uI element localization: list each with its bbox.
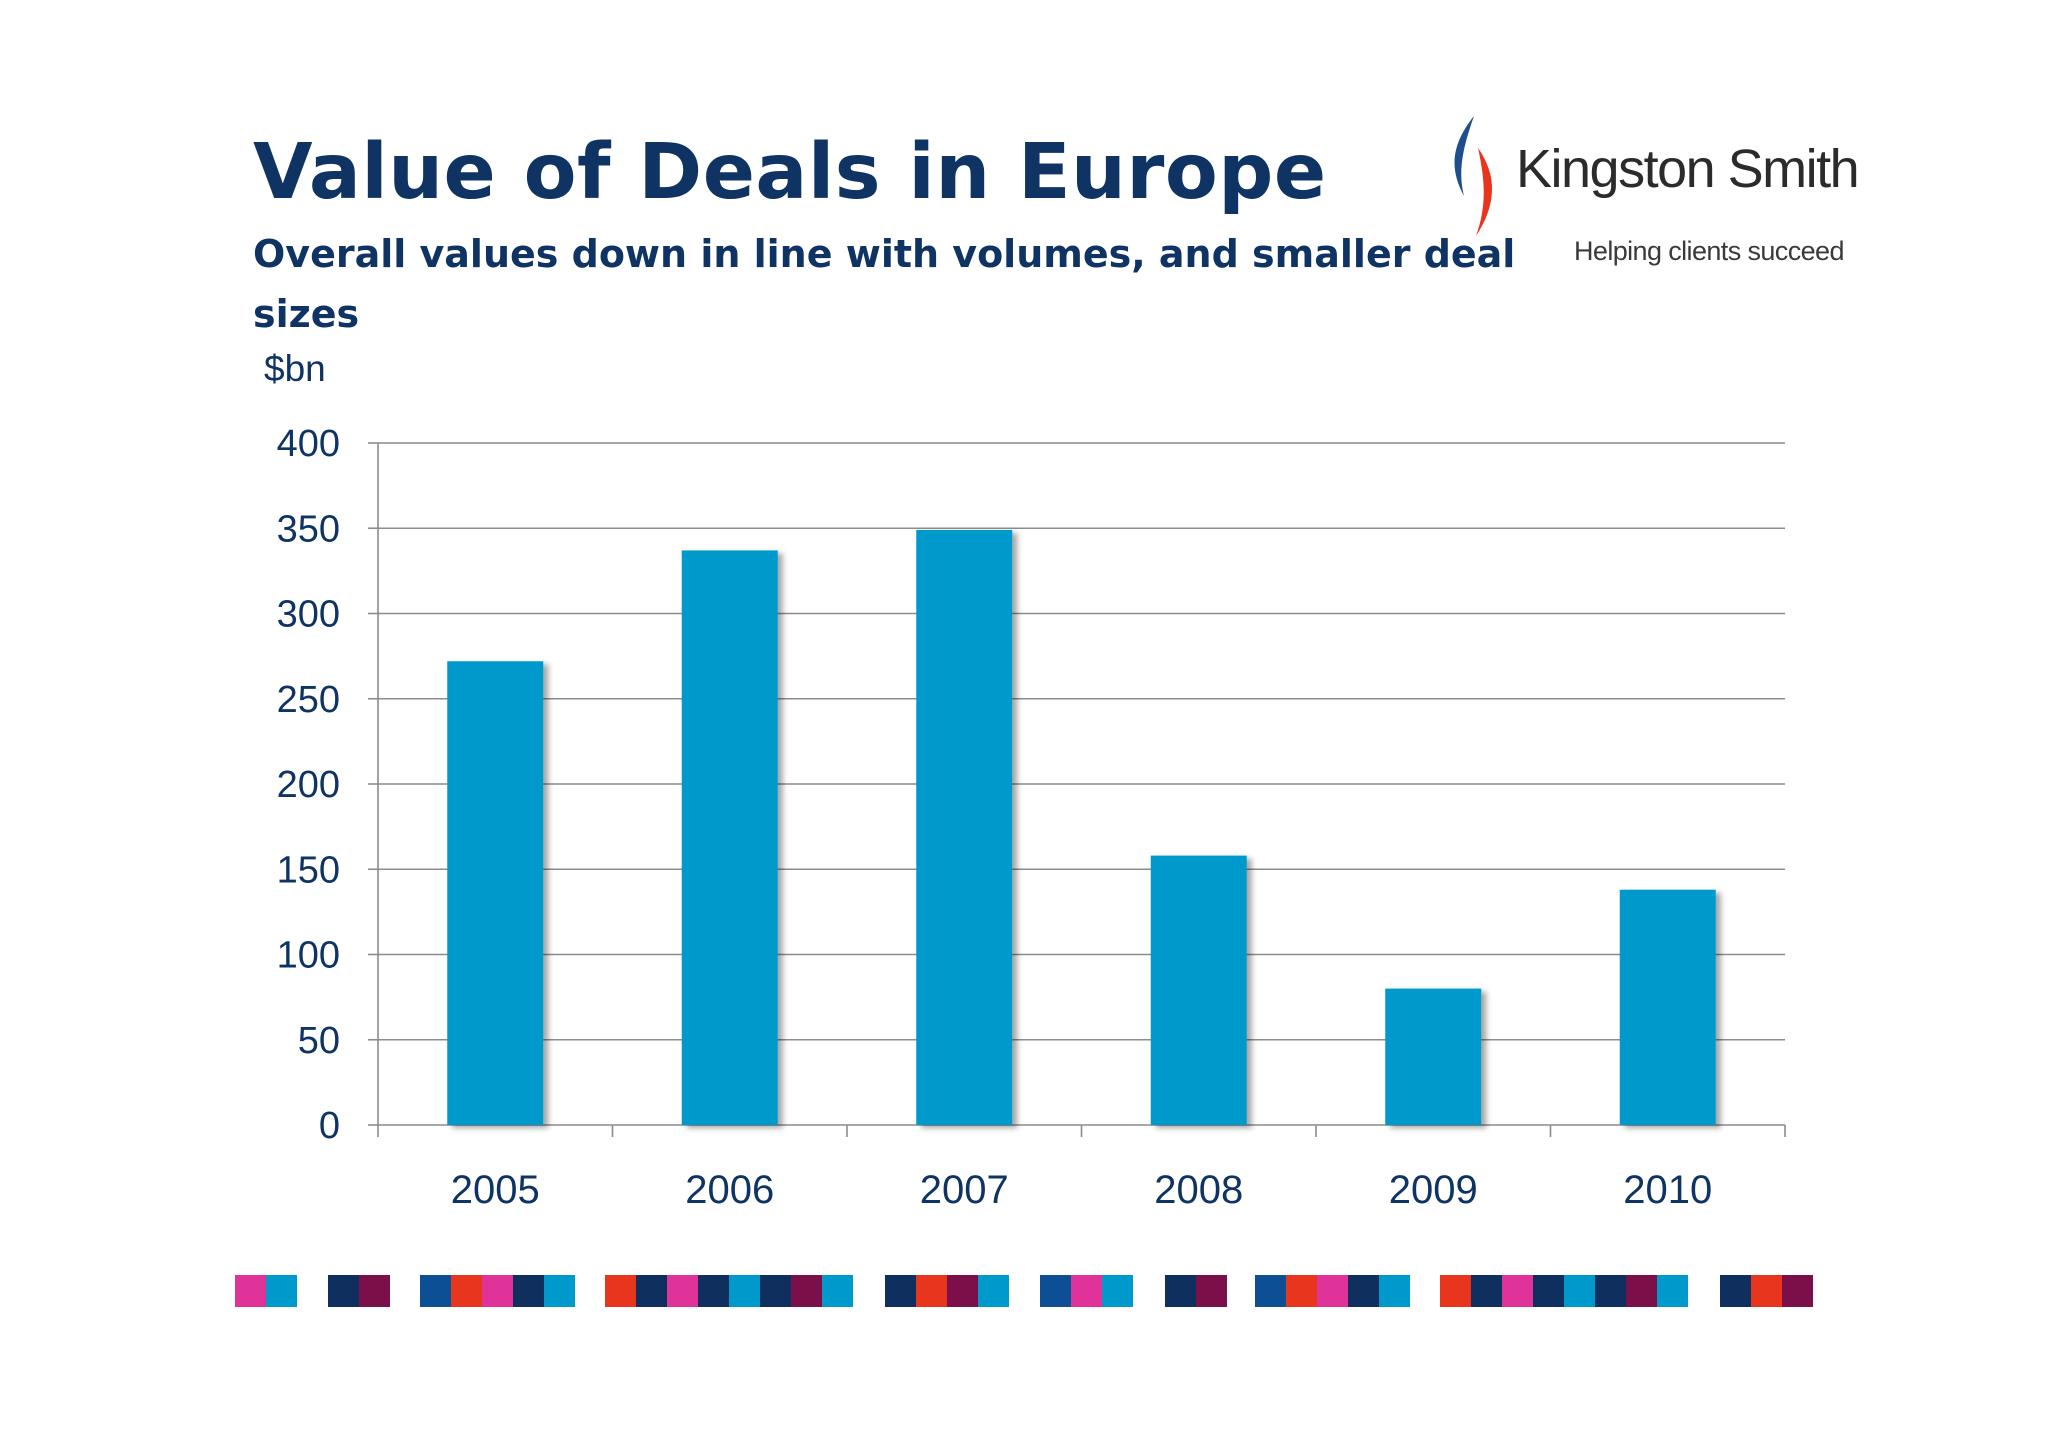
strip-block — [1071, 1275, 1102, 1307]
x-tick-label-2008: 2008 — [1154, 1168, 1243, 1212]
strip-block — [1533, 1275, 1564, 1307]
bar-2007 — [916, 529, 1013, 1125]
x-tick-label-2007: 2007 — [920, 1168, 1009, 1212]
strip-block — [482, 1275, 513, 1307]
strip-block — [1502, 1275, 1533, 1307]
strip-block — [605, 1275, 636, 1307]
strip-block — [667, 1275, 698, 1307]
strip-block — [1471, 1275, 1502, 1307]
strip-block — [760, 1275, 791, 1307]
strip-block — [1751, 1275, 1782, 1307]
y-tick-label-300: 300 — [277, 594, 340, 636]
bar-2008 — [1150, 855, 1247, 1125]
y-tick-label-400: 400 — [277, 423, 340, 465]
kingston-smith-logo: Kingston Smith Helping clients succeed — [1440, 112, 1860, 277]
strip-block — [1040, 1275, 1071, 1307]
strip-block — [791, 1275, 822, 1307]
strip-block — [1564, 1275, 1595, 1307]
strip-block — [513, 1275, 544, 1307]
strip-block — [328, 1275, 359, 1307]
x-tick-label-2010: 2010 — [1623, 1168, 1712, 1212]
strip-block — [1165, 1275, 1196, 1307]
logo-tagline: Helping clients succeed — [1574, 236, 1844, 266]
bar-chart: 0 50 100 150 200 250 300 350 400 2005 2006 2007 2008… — [277, 423, 1786, 1212]
y-tick-label-150: 150 — [277, 849, 340, 891]
y-axis-unit-label: $bn — [264, 348, 326, 389]
strip-block — [1348, 1275, 1379, 1307]
x-tick-label-2005: 2005 — [451, 1168, 540, 1212]
x-tick-label-2006: 2006 — [685, 1168, 774, 1212]
strip-block — [266, 1275, 297, 1307]
bar-2009 — [1385, 988, 1482, 1125]
y-tick-label-50: 50 — [298, 1020, 340, 1062]
strip-block — [1102, 1275, 1133, 1307]
strip-block — [916, 1275, 947, 1307]
y-tick-label-250: 250 — [277, 679, 340, 721]
bar-2005 — [447, 661, 544, 1125]
strip-block — [978, 1275, 1009, 1307]
chart-title: Value of Deals in Europe — [253, 128, 1327, 217]
strip-block — [420, 1275, 451, 1307]
strip-block — [1196, 1275, 1227, 1307]
decorative-color-strip — [235, 1275, 1815, 1307]
strip-block — [1379, 1275, 1410, 1307]
strip-block — [947, 1275, 978, 1307]
logo-company-name: Kingston Smith — [1516, 139, 1860, 199]
strip-block — [1782, 1275, 1813, 1307]
x-tick-label-2009: 2009 — [1389, 1168, 1478, 1212]
strip-block — [885, 1275, 916, 1307]
strip-block — [1626, 1275, 1657, 1307]
logo-flame-icon — [1454, 116, 1493, 236]
y-tick-label-350: 350 — [277, 508, 340, 550]
y-tick-label-200: 200 — [277, 764, 340, 806]
chart-subtitle: Overall values down in line with volumes… — [253, 232, 1516, 336]
strip-block — [1720, 1275, 1751, 1307]
bar-2006 — [681, 550, 778, 1125]
y-tick-label-100: 100 — [277, 935, 340, 977]
strip-block — [636, 1275, 667, 1307]
strip-block — [1440, 1275, 1471, 1307]
strip-block — [451, 1275, 482, 1307]
strip-block — [235, 1275, 266, 1307]
strip-block — [1595, 1275, 1626, 1307]
strip-block — [729, 1275, 760, 1307]
strip-block — [544, 1275, 575, 1307]
strip-block — [1657, 1275, 1688, 1307]
strip-block — [359, 1275, 390, 1307]
y-tick-label-0: 0 — [319, 1105, 340, 1147]
strip-block — [1255, 1275, 1286, 1307]
strip-block — [698, 1275, 729, 1307]
strip-block — [1317, 1275, 1348, 1307]
strip-block — [1286, 1275, 1317, 1307]
bar-2010 — [1619, 889, 1716, 1125]
strip-block — [822, 1275, 853, 1307]
